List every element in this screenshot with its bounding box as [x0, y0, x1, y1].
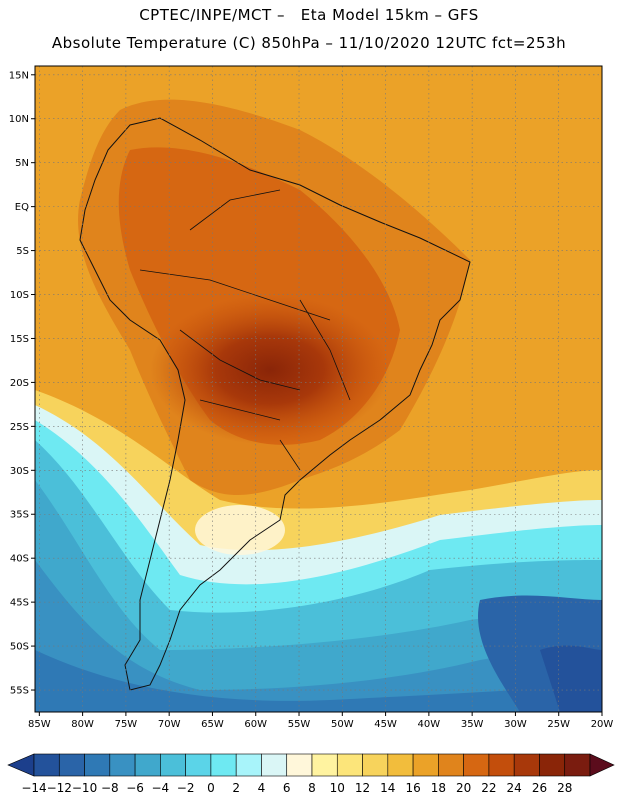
lat-tick-label: 30S — [10, 466, 29, 477]
longitude-axis: 85W 80W 75W 70W 65W 60W 55W 50W 45W 40W 35W 30W 25W 2… — [28, 712, 613, 730]
colorbar-swatch — [438, 753, 464, 777]
colorbar-label: −14 — [21, 781, 46, 795]
lon-tick-label: 40W — [418, 719, 441, 730]
colorbar-label: −6 — [126, 781, 144, 795]
colorbar-label: 24 — [507, 781, 522, 795]
colorbar-swatch — [463, 753, 490, 777]
colorbar-label: −4 — [152, 781, 170, 795]
temperature-field — [35, 66, 602, 712]
colorbar-swatch — [235, 753, 262, 777]
lon-tick-label: 80W — [71, 719, 94, 730]
colorbar-swatch — [539, 753, 566, 777]
colorbar-swatch — [564, 753, 591, 777]
lat-tick-label: 55S — [10, 686, 29, 697]
lon-tick-label: 30W — [504, 719, 527, 730]
colorbar-label: 8 — [308, 781, 316, 795]
lat-tick-label: 5S — [16, 246, 29, 257]
colorbar-swatch — [109, 753, 136, 777]
lon-tick-label: 20W — [591, 719, 614, 730]
colorbar-min-arrow — [7, 753, 35, 777]
lon-tick-label: 35W — [461, 719, 484, 730]
colorbar-max-arrow — [589, 753, 615, 777]
lon-tick-label: 25W — [547, 719, 570, 730]
lat-tick-label: 15S — [10, 334, 29, 345]
lon-tick-label: 55W — [288, 719, 311, 730]
colorbar-label: 28 — [557, 781, 572, 795]
colorbar-label: 6 — [283, 781, 291, 795]
colorbar-swatch — [286, 753, 313, 777]
lon-tick-label: 85W — [28, 719, 51, 730]
lat-tick-label: 35S — [10, 510, 29, 521]
lon-tick-label: 45W — [374, 719, 397, 730]
colorbar-swatch — [311, 753, 338, 777]
colorbar-swatch — [488, 753, 515, 777]
colorbar-label: 14 — [380, 781, 395, 795]
map-title-line-2: Absolute Temperature (C) 850hPa – 11/10/… — [51, 34, 567, 52]
graticule — [35, 66, 603, 712]
colorbar-swatch — [84, 753, 111, 777]
colorbar-label: −8 — [101, 781, 119, 795]
colorbar-swatch — [412, 753, 439, 777]
lat-tick-label: 20S — [10, 378, 29, 389]
map-frame — [34, 65, 603, 713]
lat-tick-label: 5N — [15, 158, 29, 169]
colorbar-swatch — [261, 753, 288, 777]
colorbar-swatch — [160, 753, 186, 777]
colorbar-swatch — [336, 753, 363, 777]
colorbar-label: 12 — [355, 781, 370, 795]
colorbar-label: 20 — [456, 781, 471, 795]
lon-tick-label: 50W — [331, 719, 354, 730]
lat-tick-label: 40S — [10, 554, 29, 565]
lat-tick-label: 45S — [10, 598, 29, 609]
lat-tick-label: EQ — [15, 202, 29, 213]
colorbar-swatch — [33, 753, 60, 777]
colorbar-label: −2 — [177, 781, 195, 795]
colorbar-swatch — [387, 753, 414, 777]
lat-tick-label: 15N — [9, 70, 29, 81]
country-borders — [139, 189, 351, 471]
colorbar: −14 −12 −10 −8 −6 −4 −2 0 2 4 6 8 10 12 14 16 18 20 22 24 26… — [7, 753, 615, 795]
latitude-axis: 15N 10N 5N EQ 5S 10S 15S 20S 25S 30S 35S 40S 45S 50S 5… — [9, 70, 35, 697]
colorbar-swatch — [210, 753, 237, 777]
colorbar-label: 4 — [258, 781, 266, 795]
colorbar-label: 0 — [207, 781, 215, 795]
colorbar-label: −12 — [47, 781, 72, 795]
lon-tick-label: 65W — [201, 719, 224, 730]
lat-tick-label: 50S — [10, 642, 29, 653]
colorbar-label: −10 — [72, 781, 97, 795]
lat-tick-label: 25S — [10, 422, 29, 433]
colorbar-label: 10 — [330, 781, 345, 795]
colorbar-label: 22 — [481, 781, 496, 795]
map-title-line-1: CPTEC/INPE/MCT – Eta Model 15km – GFS — [139, 6, 479, 24]
lon-tick-label: 60W — [244, 719, 267, 730]
colorbar-label: 16 — [405, 781, 420, 795]
colorbar-swatch — [362, 753, 389, 777]
lon-tick-label: 70W — [158, 719, 181, 730]
colorbar-swatch — [134, 753, 161, 777]
lon-tick-label: 75W — [115, 719, 138, 730]
colorbar-label: 26 — [532, 781, 547, 795]
colorbar-swatch — [58, 753, 85, 777]
colorbar-swatch — [513, 753, 540, 777]
lat-tick-label: 10S — [10, 290, 29, 301]
colorbar-swatch — [185, 753, 212, 777]
colorbar-label: 18 — [431, 781, 446, 795]
colorbar-label: 2 — [232, 781, 240, 795]
lat-tick-label: 10N — [9, 114, 29, 125]
